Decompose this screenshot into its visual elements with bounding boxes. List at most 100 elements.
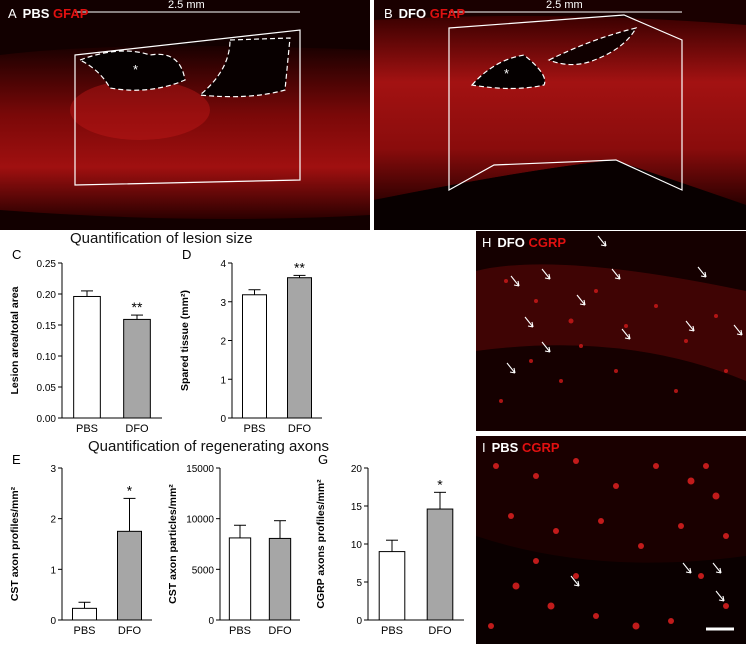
chart-svg: 0 5000 10000 15000 CST axon particles/mm² PBS… (167, 464, 300, 637)
axon-section-title: Quantification of regenerating axons (88, 438, 329, 455)
chart-svg: 0 1 2 3 4 Spared tissue (mm²) PBS DFO ** D (179, 247, 322, 435)
significance-label: * (127, 482, 133, 498)
bar-pbs (73, 295, 101, 419)
panel-a-asterisk: * (133, 62, 139, 77)
panel-h-group: DFO (497, 235, 525, 250)
bar-dfo (268, 537, 292, 621)
y-tick-label: 0 (208, 616, 214, 627)
y-tick-label: 0.10 (37, 352, 57, 363)
lesion-outline-2 (547, 27, 638, 66)
y-tick-label: 0.00 (37, 414, 57, 425)
y-tick-label: 20 (351, 464, 363, 475)
roi-outline (448, 14, 683, 192)
chart-svg: 0.00 0.05 0.10 0.15 0.20 0.25 Lesion area/tota… (9, 247, 162, 435)
y-axis-label: CST axon particles/mm² (167, 484, 179, 604)
y-tick-label: 5000 (192, 565, 215, 576)
panel-h-image (476, 231, 746, 431)
chart-letter: C (12, 247, 21, 262)
panel-i-label: I PBS CGRP (482, 440, 560, 455)
panel-h-dfo-cgrp: H DFO CGRP (476, 231, 746, 431)
y-tick-label: 0 (356, 616, 362, 627)
panel-a-letter: A (8, 6, 17, 21)
arrow-icons (506, 235, 743, 374)
panel-i-group: PBS (491, 440, 519, 455)
bar-pbs (378, 551, 406, 621)
panel-a-pbs-gfap: A PBS GFAP 2.5 mm * (0, 0, 370, 230)
panel-h-marker: CGRP (528, 235, 567, 250)
panel-a-scale-text: 2.5 mm (168, 0, 205, 11)
panel-b-scale-text: 2.5 mm (546, 0, 583, 11)
y-tick-label: 10 (351, 540, 363, 551)
lesion-outline-2 (198, 37, 291, 98)
panel-b-marker: GFAP (429, 6, 466, 21)
significance-label: ** (294, 259, 305, 275)
panel-b-asterisk: * (504, 66, 510, 81)
y-tick-label: 0.15 (37, 321, 57, 332)
y-axis-label: Spared tissue (mm²) (179, 290, 191, 391)
y-axis-label: CST axon profiles/mm² (9, 486, 21, 601)
lesion-section-title: Quantification of lesion size (70, 230, 253, 247)
bar-dfo (117, 530, 142, 621)
panel-b-dfo-gfap: B DFO GFAP 2.5 mm * (374, 0, 746, 230)
y-tick-label: 0.20 (37, 290, 57, 301)
chart-spared-tissue: 0 1 2 3 4 Spared tissue (mm²) PBS DFO ** D (170, 245, 330, 440)
y-tick-label: 2 (220, 337, 226, 348)
panel-b-group: DFO (398, 6, 427, 21)
y-axis-label: Lesion area/total area (9, 286, 21, 394)
panel-b-image (374, 0, 746, 230)
chart-svg: 0 5 10 15 20 CGRP axons profiles/mm² PBS DFO * G (315, 452, 464, 637)
y-tick-label: 5 (356, 578, 362, 589)
x-tick-label: PBS (381, 625, 403, 637)
panel-i-pbs-cgrp: I PBS CGRP (476, 436, 746, 644)
y-tick-label: 3 (220, 298, 226, 309)
y-tick-label: 15000 (186, 464, 214, 475)
x-tick-label: PBS (229, 625, 251, 637)
panel-h-label: H DFO CGRP (482, 235, 566, 250)
chart-cgrp-profiles: 0 5 10 15 20 CGRP axons profiles/mm² PBS DFO * G (306, 450, 472, 642)
x-tick-label: PBS (73, 625, 95, 637)
x-tick-label: DFO (428, 625, 452, 637)
bar-dfo (287, 277, 312, 419)
chart-cst-profiles: 0 1 2 3 CST axon profiles/mm² PBS DFO * E (0, 450, 160, 642)
panel-a-label: A PBS GFAP (8, 6, 88, 21)
x-tick-label: DFO (288, 423, 312, 435)
y-tick-label: 10000 (186, 515, 214, 526)
y-tick-label: 0 (220, 414, 226, 425)
chart-letter: D (182, 247, 191, 262)
panel-i-image (476, 436, 746, 644)
y-tick-label: 0.25 (37, 259, 57, 270)
panel-i-letter: I (482, 440, 486, 455)
panel-b-letter: B (384, 6, 393, 21)
x-tick-label: DFO (125, 423, 149, 435)
y-tick-label: 1 (220, 375, 226, 386)
x-tick-label: DFO (118, 625, 142, 637)
significance-label: ** (132, 299, 143, 315)
roi-outline (74, 29, 301, 186)
y-tick-label: 0.05 (37, 383, 57, 394)
y-tick-label: 0 (50, 616, 56, 627)
panel-b-label: B DFO GFAP (384, 6, 465, 21)
chart-letter: G (318, 452, 328, 467)
panel-a-group: PBS (22, 6, 50, 21)
y-tick-label: 15 (351, 502, 363, 513)
bar-dfo (123, 318, 151, 419)
bar-pbs (228, 537, 252, 621)
chart-svg: 0 1 2 3 CST axon profiles/mm² PBS DFO * E (9, 452, 152, 637)
x-tick-label: DFO (268, 625, 292, 637)
chart-letter: E (12, 452, 21, 467)
y-axis-label: CGRP axons profiles/mm² (315, 479, 327, 609)
bar-dfo (426, 508, 454, 621)
lesion-outline (470, 54, 546, 90)
panel-h-letter: H (482, 235, 492, 250)
chart-cst-particles: 0 5000 10000 15000 CST axon particles/mm² PBS… (158, 450, 308, 642)
lesion-outline (78, 50, 186, 91)
x-tick-label: PBS (76, 423, 98, 435)
bar-pbs (242, 294, 267, 419)
panel-i-marker: CGRP (521, 440, 560, 455)
arrow-icons (570, 562, 725, 602)
significance-label: * (437, 476, 443, 492)
y-tick-label: 1 (50, 565, 56, 576)
y-tick-label: 3 (50, 464, 56, 475)
y-tick-label: 2 (50, 515, 56, 526)
chart-lesion-area: 0.00 0.05 0.10 0.15 0.20 0.25 Lesion area/tota… (0, 245, 170, 440)
